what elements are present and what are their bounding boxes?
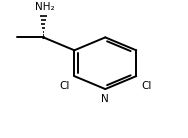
- Text: NH₂: NH₂: [36, 2, 55, 12]
- Text: Cl: Cl: [141, 81, 151, 91]
- Text: Cl: Cl: [59, 81, 70, 91]
- Text: N: N: [101, 94, 109, 104]
